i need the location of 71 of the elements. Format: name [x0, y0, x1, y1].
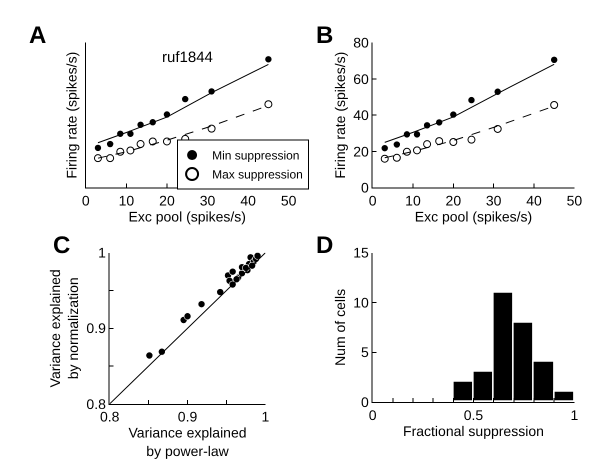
point: [467, 136, 476, 144]
point: [264, 55, 272, 64]
y-tick-label: 0.9: [86, 320, 106, 336]
legend-label: Max suppression: [212, 168, 303, 182]
y-axis-title: Firing rate (spikes/s): [63, 52, 80, 179]
chart-title: A: [29, 22, 46, 49]
point: [413, 146, 422, 154]
chart-title: B: [316, 22, 334, 49]
point: [126, 146, 134, 154]
y-axis-title: Num of cells: [332, 288, 348, 366]
x-tick-label: 0.9: [178, 408, 198, 425]
point: [106, 154, 114, 162]
point: [146, 352, 154, 360]
x-axis-title: Exc pool (spikes/s): [414, 208, 532, 225]
y-tick-label: 20: [353, 143, 370, 160]
point: [162, 137, 171, 146]
point: [494, 124, 502, 133]
x-tick-label: 50: [280, 192, 297, 209]
y-axis-title: Firing rate (spikes/s): [332, 52, 348, 179]
legend-label: Min suppression: [212, 148, 300, 163]
x-tick-label: 0.5: [464, 406, 484, 423]
x-tick-label: 10: [118, 192, 134, 209]
point: [392, 154, 401, 162]
y-axis-title: Variance explained by normalization: [46, 269, 82, 388]
point: [208, 124, 216, 133]
point: [380, 154, 389, 163]
y-tick-label: 5: [361, 344, 370, 360]
x-axis-title: Fractional suppression: [403, 422, 544, 439]
point: [380, 144, 389, 152]
point: [393, 140, 401, 148]
point: [550, 100, 558, 109]
y-tick-label: 1: [98, 244, 106, 261]
x-tick-label: 20: [159, 192, 175, 209]
point: [94, 144, 102, 152]
point: [468, 96, 476, 104]
point: [228, 268, 236, 276]
y-tick-label: 80: [353, 34, 370, 50]
point: [216, 288, 224, 296]
point: [184, 312, 192, 320]
x-axis-title: Exc pool (spikes/s): [128, 208, 246, 225]
point: [550, 56, 558, 64]
x-tick-label: 50: [566, 192, 582, 209]
point: [106, 140, 114, 148]
x-tick-label: 40: [526, 192, 542, 209]
y-tick-label: 60: [353, 70, 370, 87]
chart-title: D: [316, 232, 334, 259]
point: [94, 154, 102, 162]
x-tick-label: 20: [446, 192, 462, 209]
x-axis-title: Variance explained by power-law: [128, 424, 247, 459]
y-tick-label: 10: [353, 294, 370, 310]
point: [435, 137, 444, 146]
y-tick-label: 15: [353, 244, 370, 261]
y-tick-label: 40: [353, 107, 370, 124]
point: [413, 130, 421, 138]
point: [136, 140, 145, 148]
x-tick-label: 1: [261, 408, 270, 425]
point: [449, 138, 458, 146]
x-tick-label: 1: [570, 406, 578, 423]
point: [181, 95, 189, 103]
annotation: ruf1844: [162, 49, 213, 66]
x-tick-label: 10: [405, 192, 421, 209]
x-tick-label: 40: [240, 192, 256, 209]
point: [254, 252, 262, 260]
x-tick-label: 30: [486, 192, 502, 209]
point: [198, 300, 206, 308]
x-tick-label: 30: [200, 192, 216, 209]
point: [423, 140, 432, 148]
chart-title: C: [53, 232, 70, 259]
point: [264, 100, 272, 108]
y-tick-label: 0: [361, 180, 370, 196]
y-tick-label: 0: [361, 394, 370, 410]
